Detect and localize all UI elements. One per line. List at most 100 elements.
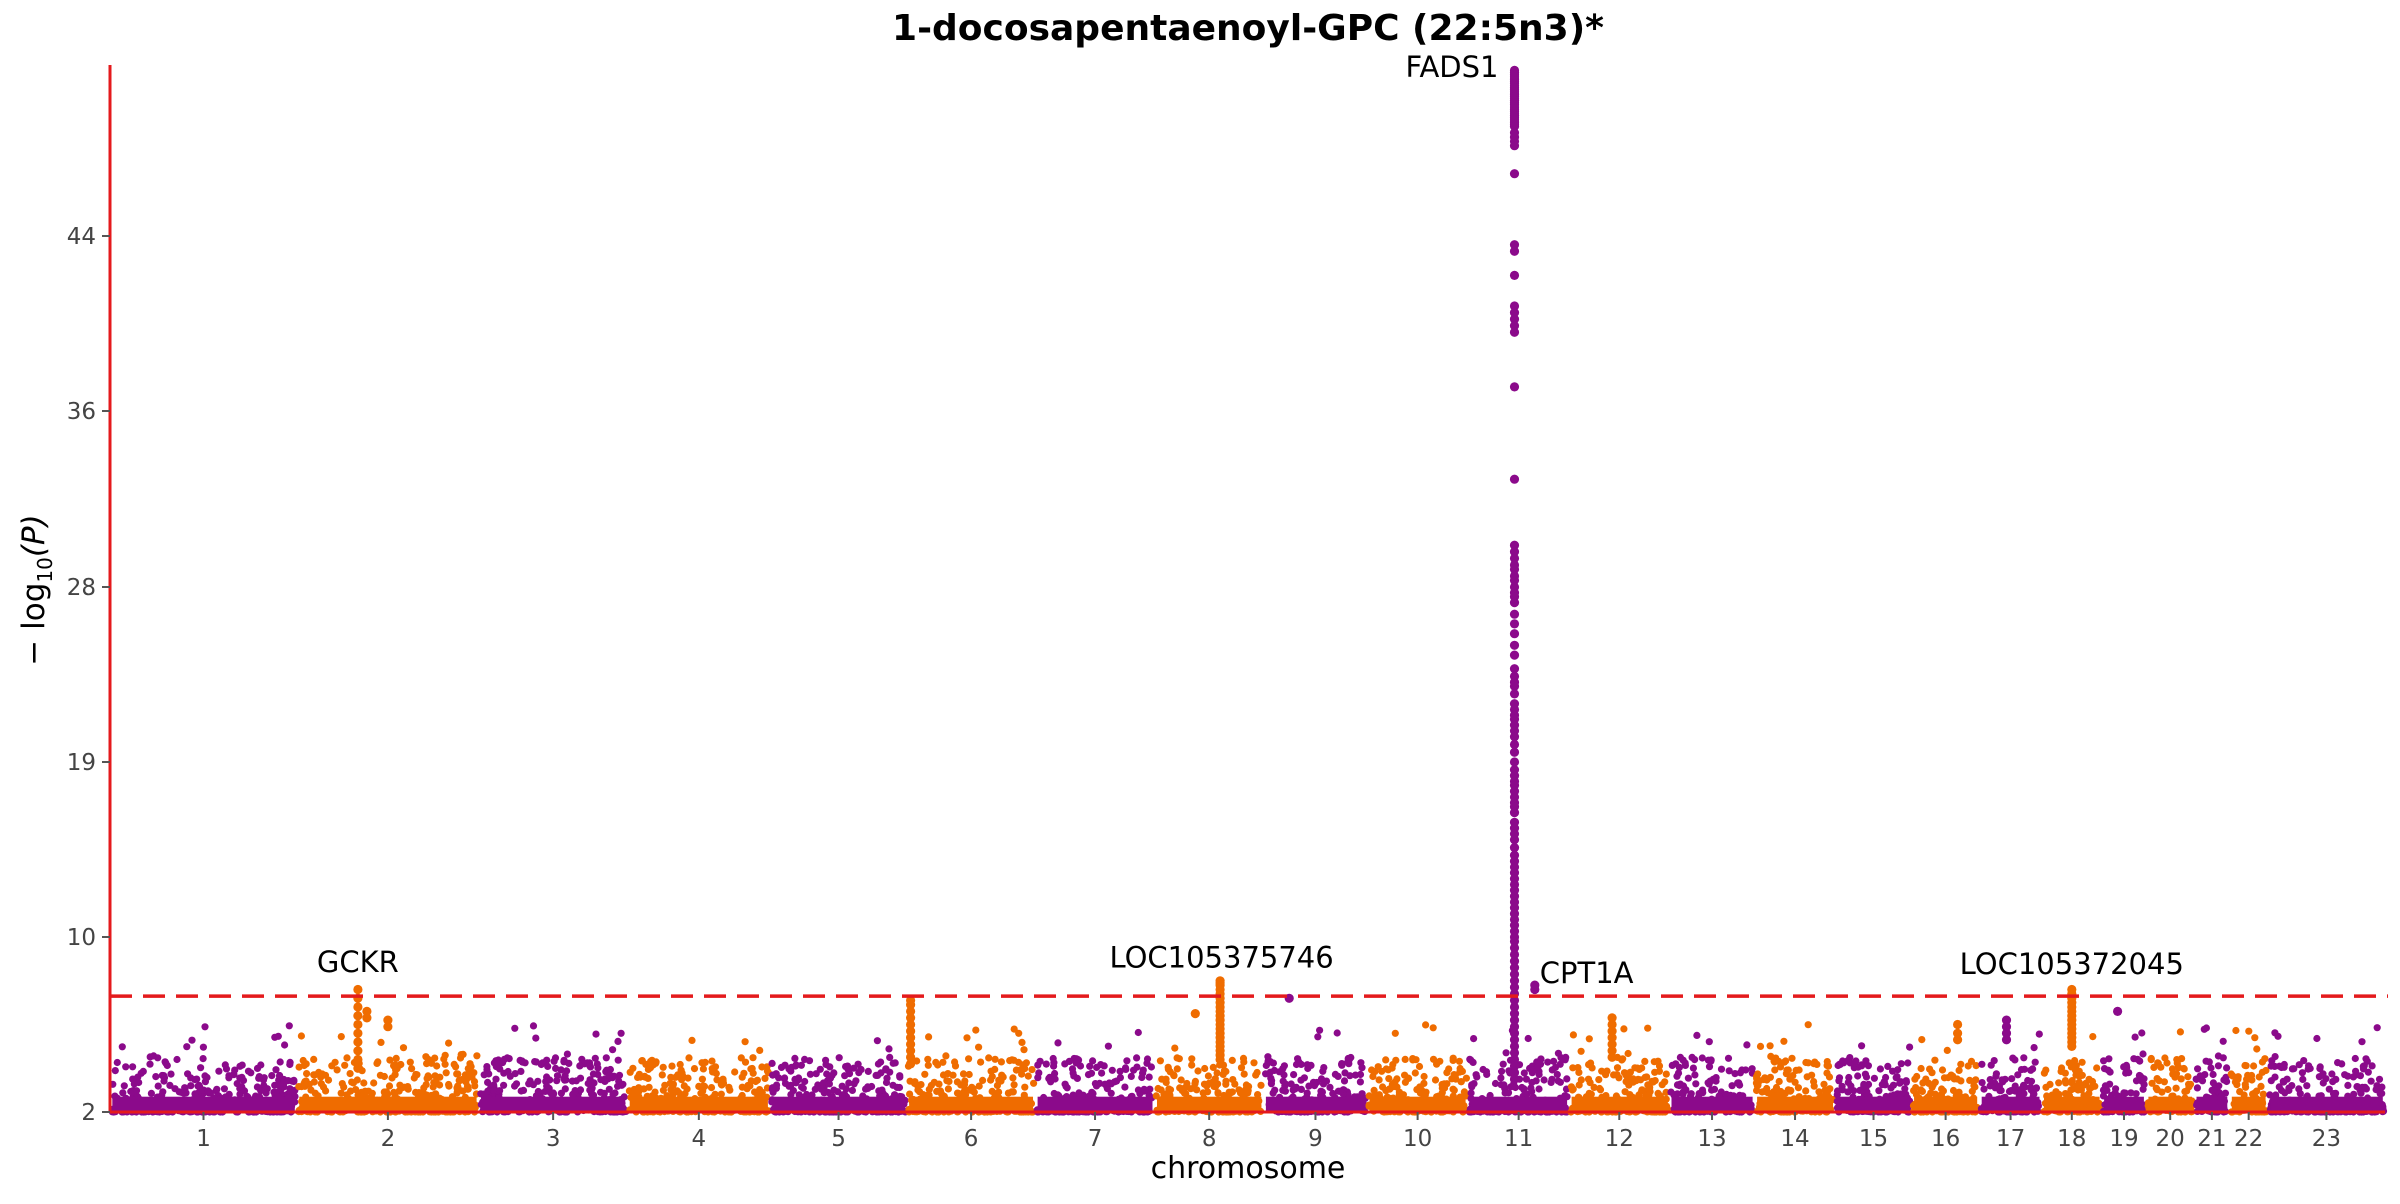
snp-point bbox=[262, 1089, 270, 1097]
gene-label: LOC105375746 bbox=[1109, 941, 1333, 975]
snp-point bbox=[2078, 1058, 2086, 1066]
snp-point bbox=[1280, 1062, 1288, 1070]
snp-point bbox=[2207, 1064, 2215, 1072]
snp-point bbox=[1776, 1063, 1785, 1071]
peak-point bbox=[1509, 982, 1520, 992]
snp-point bbox=[1201, 1064, 1209, 1073]
snp-point bbox=[129, 1063, 137, 1071]
peak-point bbox=[1509, 564, 1520, 575]
snp-point bbox=[445, 1039, 453, 1047]
peak-point bbox=[353, 1019, 363, 1030]
snp-point bbox=[1693, 1031, 1701, 1039]
snp-point bbox=[1887, 1084, 1895, 1092]
snp-point bbox=[1092, 1082, 1101, 1090]
snp-point bbox=[1368, 1066, 1376, 1074]
snp-point bbox=[1556, 1060, 1564, 1068]
snp-point bbox=[1621, 1088, 1629, 1096]
snp-point bbox=[1802, 1087, 1810, 1095]
snp-point bbox=[2353, 1083, 2361, 1091]
peak-point bbox=[1509, 553, 1520, 564]
snp-point bbox=[1483, 1070, 1491, 1078]
peak-point bbox=[1509, 664, 1520, 674]
snp-point bbox=[834, 1088, 842, 1096]
snp-point bbox=[906, 1090, 914, 1098]
snp-point bbox=[1550, 1057, 1558, 1065]
snp-point bbox=[563, 1067, 571, 1075]
snp-point bbox=[1336, 1087, 1344, 1095]
snp-point bbox=[2245, 1074, 2253, 1082]
snp-point bbox=[1281, 1082, 1289, 1090]
snp-point bbox=[959, 1070, 968, 1078]
snp-point bbox=[1585, 1089, 1593, 1097]
snp-point bbox=[889, 1059, 897, 1067]
snp-point bbox=[166, 1081, 174, 1089]
snp-point bbox=[758, 1063, 766, 1071]
snp-point bbox=[719, 1079, 728, 1087]
snp-point bbox=[748, 1064, 756, 1073]
snp-point bbox=[1876, 1065, 1884, 1073]
snp-point bbox=[753, 1076, 762, 1084]
snp-point bbox=[1320, 1064, 1328, 1072]
peak-point bbox=[1509, 956, 1520, 966]
gene-label: CPT1A bbox=[1540, 956, 1634, 990]
snp-point bbox=[1918, 1087, 1926, 1095]
peak-point bbox=[1509, 835, 1520, 845]
snp-point bbox=[1528, 1078, 1536, 1087]
snp-point bbox=[1292, 1060, 1301, 1069]
snp-point bbox=[1835, 1077, 1843, 1085]
snp-point bbox=[1499, 1060, 1507, 1068]
snp-point bbox=[173, 1055, 181, 1064]
snp-point bbox=[2148, 1079, 2156, 1087]
snp-point bbox=[1047, 1078, 1055, 1086]
snp-point bbox=[1574, 1064, 1582, 1072]
snp-point bbox=[635, 1088, 643, 1096]
snp-point bbox=[605, 1085, 613, 1093]
snp-point bbox=[591, 1054, 599, 1062]
peak-point bbox=[362, 1006, 372, 1017]
peak-point bbox=[1607, 1033, 1617, 1043]
snp-point bbox=[979, 1076, 987, 1084]
snp-point bbox=[464, 1074, 472, 1082]
snp-point bbox=[830, 1069, 838, 1077]
peak-point bbox=[906, 1000, 916, 1010]
snp-point bbox=[441, 1051, 449, 1059]
snp-point bbox=[965, 1070, 973, 1079]
snp-point bbox=[2373, 1024, 2381, 1032]
snp-point bbox=[1409, 1055, 1417, 1063]
snp-point bbox=[1227, 1089, 1235, 1097]
snp-point bbox=[1917, 1064, 1925, 1073]
snp-point bbox=[1018, 1070, 1026, 1078]
x-tick-label: 20 bbox=[2156, 1126, 2185, 1152]
snp-point bbox=[1024, 1072, 1032, 1080]
snp-point bbox=[239, 1076, 248, 1084]
snp-point bbox=[1164, 1065, 1172, 1073]
snp-point bbox=[1188, 1055, 1196, 1063]
snp-point bbox=[1468, 1083, 1476, 1091]
snp-point bbox=[1457, 1078, 1465, 1086]
snp-point bbox=[2177, 1075, 2185, 1083]
snp-point bbox=[1569, 1064, 1577, 1072]
y-axis-title: − log10(P) bbox=[16, 514, 57, 665]
snp-point bbox=[2172, 1084, 2180, 1092]
snp-point bbox=[1116, 1067, 1124, 1075]
snp-point bbox=[756, 1046, 764, 1054]
snp-point bbox=[1502, 1049, 1510, 1057]
snp-point bbox=[1460, 1088, 1468, 1096]
snp-point bbox=[1782, 1057, 1790, 1065]
peak-point bbox=[1509, 314, 1520, 324]
snp-point bbox=[1980, 1085, 1988, 1093]
snp-point bbox=[1009, 1074, 1017, 1082]
snp-point bbox=[1456, 1068, 1464, 1076]
snp-point bbox=[717, 1090, 725, 1098]
snp-point bbox=[2147, 1056, 2155, 1064]
snp-point bbox=[137, 1069, 145, 1077]
snp-point bbox=[1972, 1076, 1980, 1084]
peak-point bbox=[1607, 1039, 1617, 1049]
snp-point bbox=[1173, 1054, 1181, 1062]
snp-point bbox=[1375, 1076, 1383, 1084]
snp-point bbox=[838, 1082, 846, 1090]
snp-point bbox=[2356, 1072, 2364, 1080]
snp-point bbox=[1281, 1087, 1289, 1095]
snp-point bbox=[1462, 1074, 1470, 1082]
snp-density-band bbox=[1757, 1096, 1833, 1112]
